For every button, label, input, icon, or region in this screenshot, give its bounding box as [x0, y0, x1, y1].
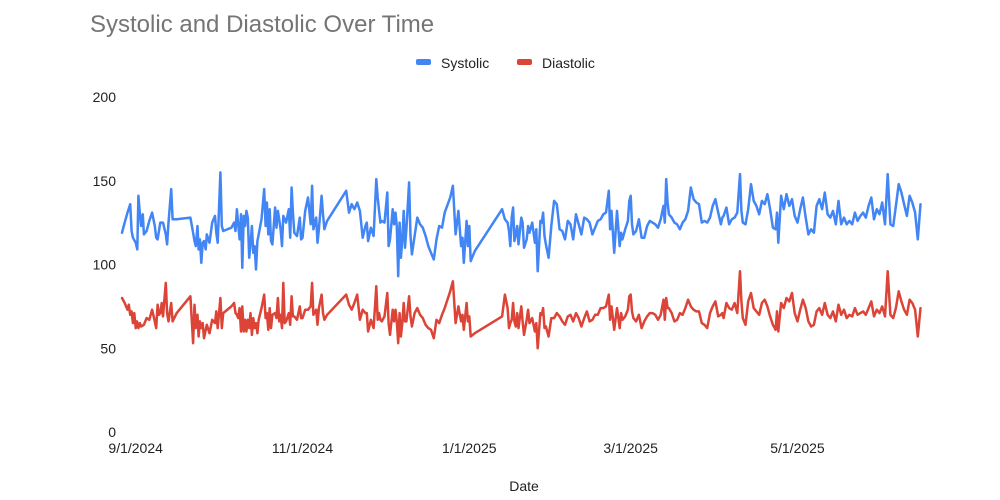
y-tick-label: 200 [93, 89, 117, 105]
x-axis-label: Date [509, 478, 539, 494]
x-tick-label: 1/1/2025 [442, 440, 497, 456]
x-tick-label: 9/1/2024 [108, 440, 163, 456]
x-axis: 9/1/2024 11/1/2024 1/1/2025 3/1/2025 5/1/202… [108, 440, 825, 456]
legend-item-diastolic[interactable]: Diastolic [517, 55, 595, 71]
legend: Systolic Diastolic [416, 55, 595, 71]
y-axis: 0 50 100 150 200 [93, 89, 117, 440]
legend-swatch-systolic [416, 59, 431, 65]
legend-item-systolic[interactable]: Systolic [416, 55, 489, 71]
chart-title: Systolic and Diastolic Over Time [90, 11, 434, 38]
x-tick-label: 5/1/2025 [770, 440, 825, 456]
x-tick-label: 3/1/2025 [603, 440, 658, 456]
y-tick-label: 100 [93, 257, 117, 273]
y-tick-label: 50 [100, 340, 116, 356]
y-tick-label: 150 [93, 173, 117, 189]
series-line-systolic[interactable] [120, 171, 922, 278]
plot-area [120, 171, 922, 350]
y-tick-label: 0 [108, 424, 116, 440]
legend-label-diastolic: Diastolic [542, 55, 595, 71]
legend-swatch-diastolic [517, 59, 532, 65]
x-tick-label: 11/1/2024 [272, 440, 333, 456]
legend-label-systolic: Systolic [441, 55, 489, 71]
series-line-diastolic[interactable] [120, 269, 922, 350]
